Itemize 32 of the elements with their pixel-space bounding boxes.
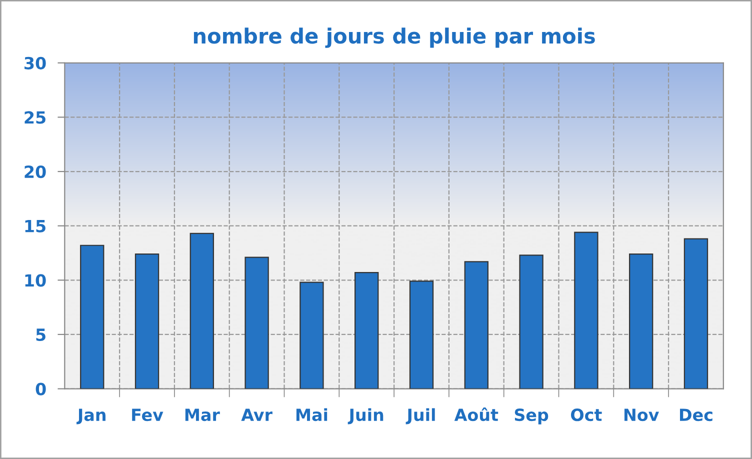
bar <box>354 272 379 389</box>
bar <box>409 280 434 389</box>
x-tick-label: Dec <box>680 408 712 422</box>
x-tick-label: Sep <box>514 408 548 424</box>
bar <box>684 238 708 389</box>
y-tick-label: 15 <box>25 220 46 232</box>
y-tick-label: 5 <box>36 328 46 342</box>
bar <box>628 254 654 389</box>
bar <box>190 232 214 389</box>
x-tick-label: Août <box>454 408 498 422</box>
x-tick-label: Mar <box>185 408 220 422</box>
bar <box>244 256 269 389</box>
bar <box>300 282 324 389</box>
bar <box>464 261 488 389</box>
x-tick-label: Jan <box>76 408 106 424</box>
y-tick-label: 30 <box>24 56 46 70</box>
x-tick-label: Nov <box>624 408 659 422</box>
bar <box>519 254 544 389</box>
x-tick-label: Juil <box>406 408 435 424</box>
y-tick-label: 20 <box>24 165 46 178</box>
y-tick-label: 10 <box>25 274 46 287</box>
y-tick-label: 25 <box>24 111 46 124</box>
x-tick-label: Avr <box>241 408 272 421</box>
x-tick-label: Mai <box>296 408 328 422</box>
y-tick-label: 0 <box>36 382 46 396</box>
x-tick-label: Fev <box>132 408 164 422</box>
bar <box>80 244 104 389</box>
x-tick-label: Oct <box>571 408 602 422</box>
bar <box>574 232 598 389</box>
x-tick-label: Juin <box>348 408 384 424</box>
chart-title: nombre de jours de pluie par mois <box>194 28 595 48</box>
bar <box>134 254 160 389</box>
